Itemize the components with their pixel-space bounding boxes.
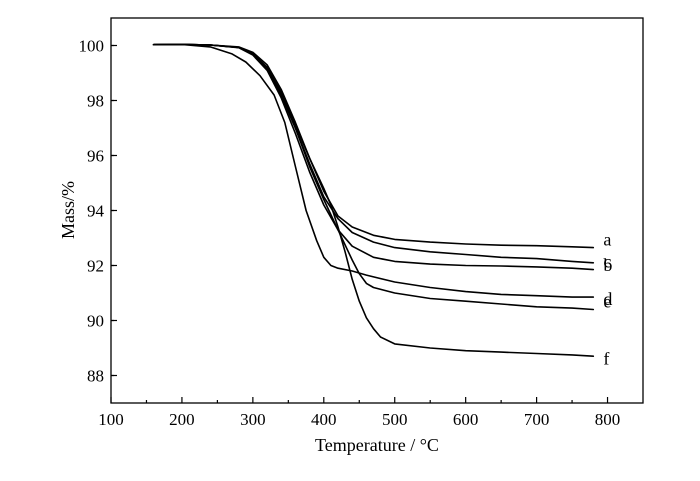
x-tick-label: 300	[240, 410, 266, 429]
x-tick-label: 800	[595, 410, 621, 429]
series-e-line	[152, 43, 595, 311]
y-tick-label: 90	[87, 312, 104, 331]
y-axis-title: Mass/%	[58, 181, 78, 239]
series-b-label: b	[603, 255, 612, 275]
x-axis-title: Temperature / °C	[315, 435, 439, 455]
series-d-line	[152, 43, 595, 298]
y-tick-label: 100	[79, 37, 105, 56]
x-tick-label: 700	[524, 410, 550, 429]
x-ticks-group: 100 200 300 400 500 600 700 800	[98, 397, 620, 429]
y-tick-label: 94	[87, 202, 105, 221]
x-tick-label: 100	[98, 410, 124, 429]
y-tick-label: 96	[87, 147, 104, 166]
series-d-label: d	[603, 289, 612, 309]
series-c-label: c	[603, 252, 611, 272]
y-ticks-group: 88 90 92 94 96 98 100	[79, 37, 117, 386]
y-tick-label: 88	[87, 367, 104, 386]
x-tick-label: 400	[311, 410, 337, 429]
x-tick-label: 200	[169, 410, 195, 429]
x-tick-label: 500	[382, 410, 408, 429]
series-f-line	[152, 43, 595, 357]
series-f-label: f	[603, 348, 609, 368]
series-a-line	[152, 43, 595, 249]
x-tick-label: 600	[453, 410, 479, 429]
series-a-label: a	[603, 230, 611, 250]
y-tick-label: 92	[87, 257, 104, 276]
y-tick-label: 98	[87, 92, 104, 111]
series-e-label: e	[603, 292, 611, 312]
series-b-line	[152, 43, 595, 264]
plot-frame	[110, 17, 644, 404]
